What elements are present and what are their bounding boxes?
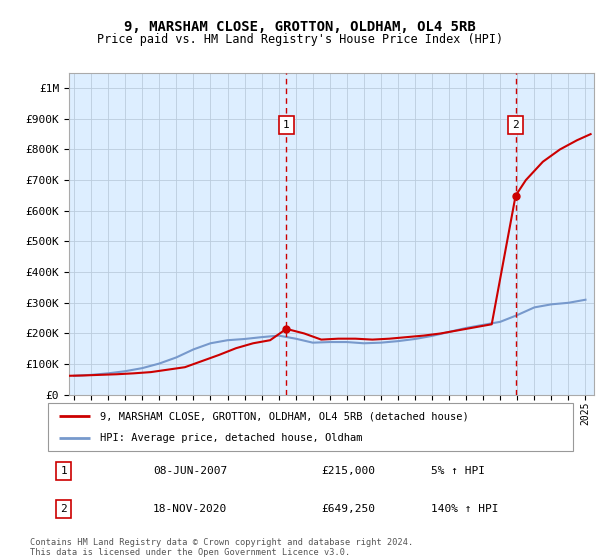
Text: 2: 2 — [512, 120, 519, 130]
Text: 9, MARSHAM CLOSE, GROTTON, OLDHAM, OL4 5RB: 9, MARSHAM CLOSE, GROTTON, OLDHAM, OL4 5… — [124, 20, 476, 34]
FancyBboxPatch shape — [48, 403, 573, 451]
Text: £649,250: £649,250 — [321, 504, 375, 514]
Text: 2: 2 — [61, 504, 67, 514]
Text: 1: 1 — [61, 466, 67, 476]
Text: 140% ↑ HPI: 140% ↑ HPI — [431, 504, 499, 514]
Text: 1: 1 — [283, 120, 290, 130]
Text: HPI: Average price, detached house, Oldham: HPI: Average price, detached house, Oldh… — [101, 433, 363, 443]
Text: 08-JUN-2007: 08-JUN-2007 — [153, 466, 227, 476]
Text: 18-NOV-2020: 18-NOV-2020 — [153, 504, 227, 514]
Text: 9, MARSHAM CLOSE, GROTTON, OLDHAM, OL4 5RB (detached house): 9, MARSHAM CLOSE, GROTTON, OLDHAM, OL4 5… — [101, 411, 469, 421]
Text: £215,000: £215,000 — [321, 466, 375, 476]
Text: Contains HM Land Registry data © Crown copyright and database right 2024.
This d: Contains HM Land Registry data © Crown c… — [30, 538, 413, 557]
Text: 5% ↑ HPI: 5% ↑ HPI — [431, 466, 485, 476]
Text: Price paid vs. HM Land Registry's House Price Index (HPI): Price paid vs. HM Land Registry's House … — [97, 32, 503, 46]
